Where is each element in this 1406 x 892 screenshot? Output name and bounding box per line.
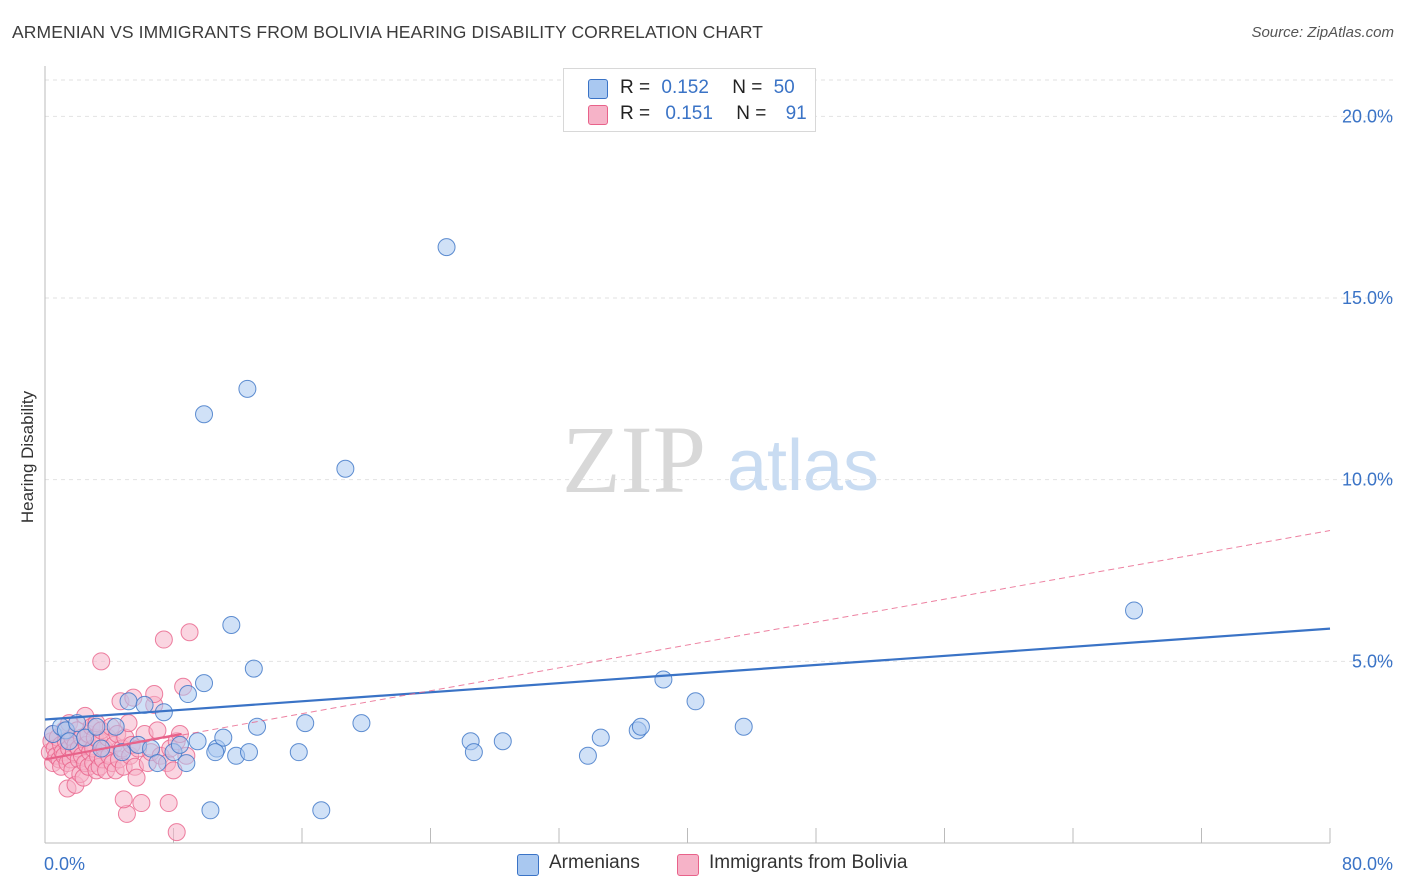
armenians-point-5 — [76, 728, 95, 747]
series-armenians-points — [44, 238, 1144, 820]
armenians-point-26 — [201, 801, 220, 820]
armenians-point-36 — [336, 459, 355, 478]
bolivia-legend-swatch — [677, 854, 699, 876]
armenians-point-17 — [170, 735, 189, 754]
gridlines — [45, 79, 1395, 662]
armenians-r-value: 0.152 — [661, 77, 709, 98]
armenians-point-6 — [87, 717, 106, 736]
trend-lines — [44, 530, 1331, 761]
armenians-n-value: 50 — [773, 77, 795, 98]
armenians-legend-label: Armenians — [549, 852, 640, 873]
x-tick-label-max: 80.0% — [1342, 854, 1393, 874]
axes — [44, 66, 1331, 844]
bolivia-trend-extended — [44, 530, 1331, 760]
armenians-point-41 — [493, 732, 512, 751]
armenians-point-29 — [239, 743, 258, 762]
y-tick-label-0: 5.0% — [1352, 651, 1393, 671]
bolivia-point-62 — [117, 804, 136, 823]
armenians-point-9 — [113, 743, 132, 762]
armenians-point-35 — [312, 801, 331, 820]
armenians-point-4 — [68, 714, 87, 733]
bolivia-n-value: 91 — [785, 103, 807, 124]
watermark-atlas: atlas — [727, 426, 879, 506]
armenians-point-31 — [244, 659, 263, 678]
armenians-swatch — [588, 79, 608, 99]
bolivia-point-90 — [114, 790, 133, 809]
stats-legend: R = 0.152 N = 50 R = 0.151 N = 91 — [563, 68, 816, 132]
armenians-point-40 — [464, 743, 483, 762]
bolivia-point-86 — [159, 794, 178, 813]
x-tick-labels: 0.0% 80.0% — [44, 854, 1393, 874]
bolivia-n-label: N = — [736, 103, 767, 124]
y-tick-label-2: 15.0% — [1342, 288, 1393, 308]
armenians-point-12 — [135, 695, 154, 714]
armenians-point-28 — [222, 616, 241, 634]
armenians-point-19 — [178, 685, 197, 704]
armenians-point-20 — [188, 732, 207, 751]
armenians-point-48 — [734, 717, 753, 736]
armenians-n-label: N = — [732, 77, 763, 98]
armenians-point-47 — [686, 692, 705, 711]
armenians-point-45 — [631, 717, 650, 736]
armenians-point-33 — [289, 743, 308, 762]
armenians-legend-swatch — [517, 854, 539, 876]
armenians-point-27 — [206, 743, 225, 762]
bolivia-trend-line — [44, 732, 182, 761]
armenians-point-42 — [578, 746, 597, 765]
armenians-point-21 — [195, 674, 214, 693]
armenians-point-25 — [195, 405, 214, 424]
chart-title: ARMENIAN VS IMMIGRANTS FROM BOLIVIA HEAR… — [12, 22, 764, 42]
armenians-r-label: R = — [620, 77, 651, 98]
bolivia-r-label: R = — [620, 103, 651, 124]
armenians-point-23 — [214, 728, 233, 747]
armenians-point-10 — [119, 692, 138, 711]
bolivia-legend-label: Immigrants from Bolivia — [709, 852, 908, 873]
armenians-point-43 — [591, 728, 610, 747]
bolivia-point-68 — [127, 768, 146, 787]
bolivia-point-77 — [154, 630, 173, 649]
bolivia-point-70 — [132, 794, 151, 813]
armenians-point-8 — [106, 717, 125, 736]
bolivia-r-value: 0.151 — [665, 103, 713, 124]
armenians-point-46 — [654, 670, 673, 689]
watermark-zip: ZIP — [562, 406, 706, 513]
armenians-trend-line — [44, 627, 1331, 721]
bolivia-point-88 — [92, 652, 111, 671]
bolivia-point-87 — [167, 823, 186, 842]
bolivia-point-85 — [180, 623, 199, 642]
y-tick-label-1: 10.0% — [1342, 470, 1393, 490]
x-tick-label-min: 0.0% — [44, 854, 85, 874]
armenians-point-37 — [352, 714, 371, 733]
armenians-point-30 — [238, 379, 257, 398]
y-tick-label-3: 20.0% — [1342, 106, 1393, 126]
series-legend: Armenians Immigrants from Bolivia — [0, 852, 1406, 878]
armenians-point-38 — [437, 238, 456, 257]
y-axis-label: Hearing Disability — [18, 390, 37, 524]
armenians-point-34 — [296, 714, 315, 733]
source-label: Source: ZipAtlas.com — [1251, 24, 1394, 41]
armenians-point-14 — [148, 754, 167, 773]
bolivia-swatch — [588, 105, 608, 125]
y-tick-labels: 5.0% 10.0% 15.0% 20.0% — [1342, 106, 1393, 671]
armenians-point-3 — [60, 732, 79, 751]
armenians-point-18 — [177, 754, 196, 773]
watermark: ZIP atlas — [562, 406, 879, 513]
armenians-point-49 — [1125, 601, 1144, 620]
